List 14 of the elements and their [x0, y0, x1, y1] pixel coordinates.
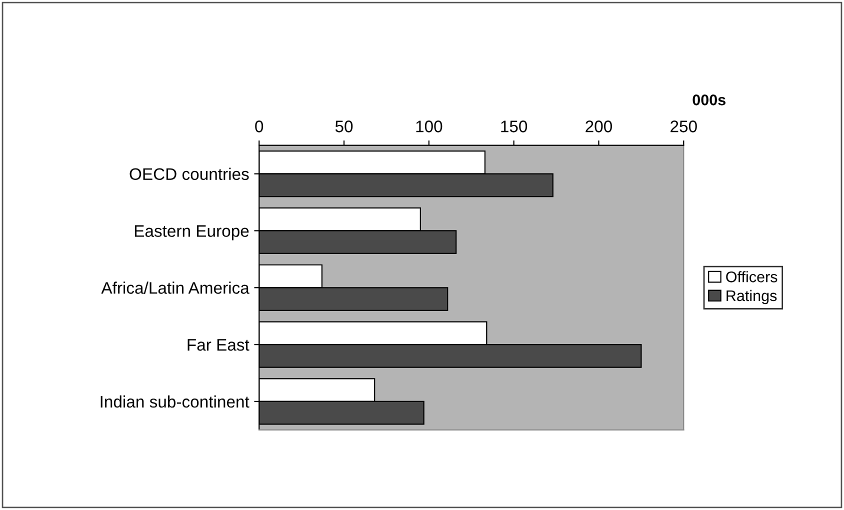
legend-label: Officers [726, 271, 778, 282]
x-tick-label: 0 [255, 120, 264, 132]
x-tick-label: 50 [335, 120, 353, 132]
x-tick-label: 200 [586, 120, 612, 132]
x-tick-label: 100 [416, 120, 442, 132]
y-tick-label: Indian sub-continent [100, 395, 250, 408]
y-tick-label: Africa/Latin America [101, 282, 250, 294]
x-tick-label: 250 [670, 120, 697, 132]
y-tick-label: OECD countries [130, 168, 249, 180]
x-tick-label: 150 [501, 120, 528, 132]
x-axis-title: 000s [692, 94, 726, 106]
y-tick-label: Far East [188, 339, 250, 351]
y-tick-label: Eastern Europe [134, 225, 249, 240]
legend-label: Ratings [726, 290, 777, 304]
